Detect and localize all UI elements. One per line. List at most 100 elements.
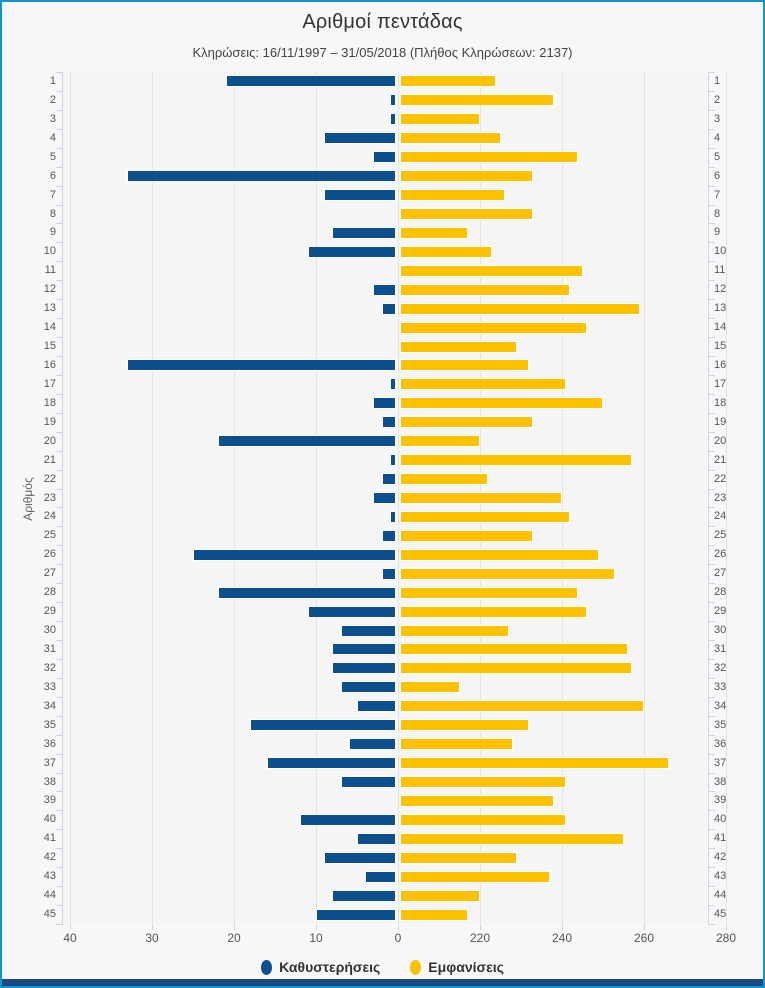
x-axis-tick: [644, 925, 645, 930]
gridline: [152, 72, 153, 924]
appearance-bar-39: [400, 794, 554, 807]
category-tick: [56, 640, 62, 641]
delay-bar-40: [299, 813, 396, 826]
delay-bar-25: [381, 529, 396, 542]
appearances-legend-marker-icon: [410, 959, 422, 975]
category-tick: [709, 772, 715, 774]
delay-bar-1: [225, 75, 396, 88]
category-tick: [709, 583, 715, 585]
row-label-left-19: 19: [43, 415, 56, 428]
row-label-right-23: 23: [714, 491, 727, 504]
row-label-left-45: 45: [43, 908, 56, 921]
category-tick: [709, 90, 715, 92]
category-tick: [56, 602, 62, 604]
gridline: [398, 72, 399, 924]
category-tick: [709, 412, 715, 414]
category-tick: [709, 261, 715, 263]
delays-legend-marker-icon: [261, 959, 273, 975]
row-label-right-31: 31: [714, 642, 727, 655]
row-label-right-42: 42: [714, 851, 727, 864]
delay-bar-41: [357, 832, 396, 845]
delay-bar-6: [127, 170, 396, 183]
appearance-bar-24: [400, 510, 571, 523]
x-axis-label-40: 40: [63, 931, 77, 945]
legend-item-delays[interactable]: Καθυστερήσεις: [261, 959, 380, 975]
delay-bar-22: [381, 473, 396, 486]
category-tick: [709, 886, 715, 888]
category-tick: [56, 261, 62, 263]
category-tick: [709, 318, 715, 320]
appearance-bar-27: [400, 567, 616, 580]
category-tick: [56, 545, 62, 547]
appearance-bar-30: [400, 624, 509, 637]
row-label-left-7: 7: [49, 188, 56, 201]
x-axis-label-260: 260: [633, 931, 655, 945]
delay-bar-32: [332, 662, 396, 675]
category-tick: [709, 109, 715, 111]
delay-bar-28: [217, 586, 396, 599]
row-label-left-37: 37: [43, 756, 56, 769]
row-label-left-5: 5: [49, 150, 56, 163]
category-tick: [56, 696, 62, 698]
row-label-right-36: 36: [714, 737, 727, 750]
row-label-right-41: 41: [714, 832, 727, 845]
row-label-left-42: 42: [43, 851, 56, 864]
row-label-right-35: 35: [714, 718, 727, 731]
category-tick: [709, 337, 715, 339]
category-tick: [709, 867, 715, 869]
row-label-left-12: 12: [43, 283, 56, 296]
y-axis-labels-right: 1 2 3 4 5 6 7 8 9 10 11 12 13 14 15 16 17 18 19 20 21 22 23 24 2…: [714, 72, 740, 924]
row-label-left-9: 9: [49, 226, 56, 239]
category-tick: [709, 677, 715, 679]
footer-strip: [2, 979, 763, 986]
delay-bar-19: [381, 416, 396, 429]
category-tick: [56, 337, 62, 339]
appearance-bar-2: [400, 94, 554, 107]
category-tick: [709, 450, 715, 452]
category-tick: [709, 924, 715, 925]
row-label-left-25: 25: [43, 529, 56, 542]
category-tick: [709, 753, 715, 755]
row-label-left-28: 28: [43, 586, 56, 599]
category-tick: [709, 829, 715, 831]
legend-item-appearances[interactable]: Εμφανίσεις: [410, 959, 504, 975]
delay-bar-37: [266, 757, 396, 770]
category-tick: [56, 715, 62, 717]
category-tick: [56, 299, 62, 301]
category-tick: [56, 412, 62, 414]
category-tick: [56, 564, 62, 566]
row-label-right-11: 11: [714, 264, 726, 277]
row-label-left-26: 26: [43, 548, 56, 561]
category-tick: [56, 166, 62, 168]
category-tick: [56, 677, 62, 679]
legend-label-appearances: Εμφανίσεις: [428, 959, 504, 975]
category-tick: [56, 393, 62, 395]
row-label-right-20: 20: [714, 434, 727, 447]
row-label-left-40: 40: [43, 813, 56, 826]
category-tick: [709, 147, 715, 149]
x-axis-tick: [234, 925, 235, 930]
category-tick: [709, 488, 715, 490]
appearance-bar-28: [400, 586, 579, 599]
row-label-left-39: 39: [43, 794, 56, 807]
delay-bar-35: [250, 719, 396, 732]
category-tick: [56, 526, 62, 528]
appearance-bar-32: [400, 662, 632, 675]
gridline: [562, 72, 563, 924]
category-tick: [56, 318, 62, 320]
category-tick: [56, 223, 62, 225]
x-axis-label-220: 220: [469, 931, 491, 945]
gridline: [644, 72, 645, 924]
row-label-left-13: 13: [43, 302, 56, 315]
row-label-right-4: 4: [714, 131, 721, 144]
category-tick: [56, 72, 62, 73]
row-label-right-6: 6: [714, 169, 721, 182]
appearance-bar-15: [400, 340, 517, 353]
delay-bar-18: [373, 397, 396, 410]
x-axis-tick: [316, 925, 317, 930]
row-label-right-30: 30: [714, 624, 727, 637]
category-tick: [709, 621, 715, 623]
category-tick: [56, 658, 62, 660]
x-axis-tick: [152, 925, 153, 930]
appearance-bar-34: [400, 700, 644, 713]
